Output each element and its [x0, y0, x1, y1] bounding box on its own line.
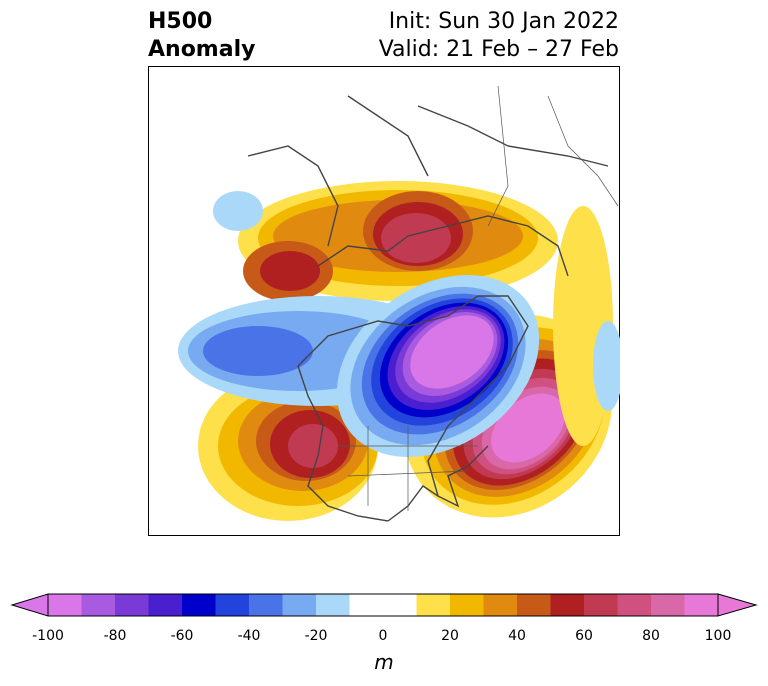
colorbar-swatch [316, 594, 350, 616]
anomaly-map [148, 66, 620, 536]
colorbar-tick-label: -60 [170, 628, 194, 644]
colorbar-swatch [48, 594, 82, 616]
colorbar-extend-low [10, 593, 49, 617]
anomaly-negative-canada [336, 275, 540, 457]
colorbar-tick-label: -20 [304, 628, 328, 644]
colorbar-tick-label: 0 [378, 628, 388, 644]
colorbar-swatch [115, 594, 149, 616]
colorbar-outline [47, 593, 719, 617]
borders [338, 85, 619, 511]
colorbar-swatch [215, 594, 250, 616]
valid-range: Valid: 21 Feb – 27 Feb [378, 37, 619, 62]
colorbar-tick-label: -40 [237, 628, 261, 644]
init-date: Init: Sun 30 Jan 2022 [388, 9, 619, 34]
colorbar-tick-label: 80 [642, 628, 660, 644]
colorbar-swatch [651, 594, 685, 616]
coastlines [247, 95, 609, 522]
colorbar-swatch [483, 594, 518, 616]
colorbar [10, 590, 758, 630]
colorbar-swatch [249, 594, 283, 616]
colorbar-tick-label: -80 [103, 628, 127, 644]
colorbar-swatch [517, 594, 551, 616]
colorbar-swatch [282, 594, 317, 616]
map-svg [148, 66, 620, 536]
title-h500: H500 [148, 9, 213, 34]
colorbar-swatch [182, 594, 216, 616]
colorbar-swatch [416, 594, 451, 616]
chart-title-left: H500 Anomaly [148, 8, 255, 64]
anomaly-positive-west-na [198, 371, 378, 521]
colorbar-swatch [617, 594, 652, 616]
colorbar-swatch [550, 594, 585, 616]
colorbar-swatch [584, 594, 618, 616]
colorbar-swatch [383, 594, 417, 616]
colorbar-swatch [450, 594, 484, 616]
colorbar-swatch [81, 594, 116, 616]
colorbar-extend-high [717, 593, 758, 617]
colorbar-tick-label: 60 [575, 628, 593, 644]
colorbar-swatch [148, 594, 183, 616]
colorbar-swatch [684, 594, 719, 616]
colorbar-unit: m [374, 650, 394, 674]
colorbar-tick-label: 20 [441, 628, 459, 644]
colorbar-tick-label: 100 [704, 628, 732, 644]
title-anomaly: Anomaly [148, 37, 256, 62]
anomaly-positive-north-band [238, 181, 613, 446]
colorbar-tick-label: -100 [32, 628, 64, 644]
colorbar-svg [10, 593, 758, 617]
colorbar-swatch [349, 594, 384, 616]
chart-title-right: Init: Sun 30 Jan 2022 Valid: 21 Feb – 27… [379, 8, 619, 64]
colorbar-tick-label: 40 [508, 628, 526, 644]
